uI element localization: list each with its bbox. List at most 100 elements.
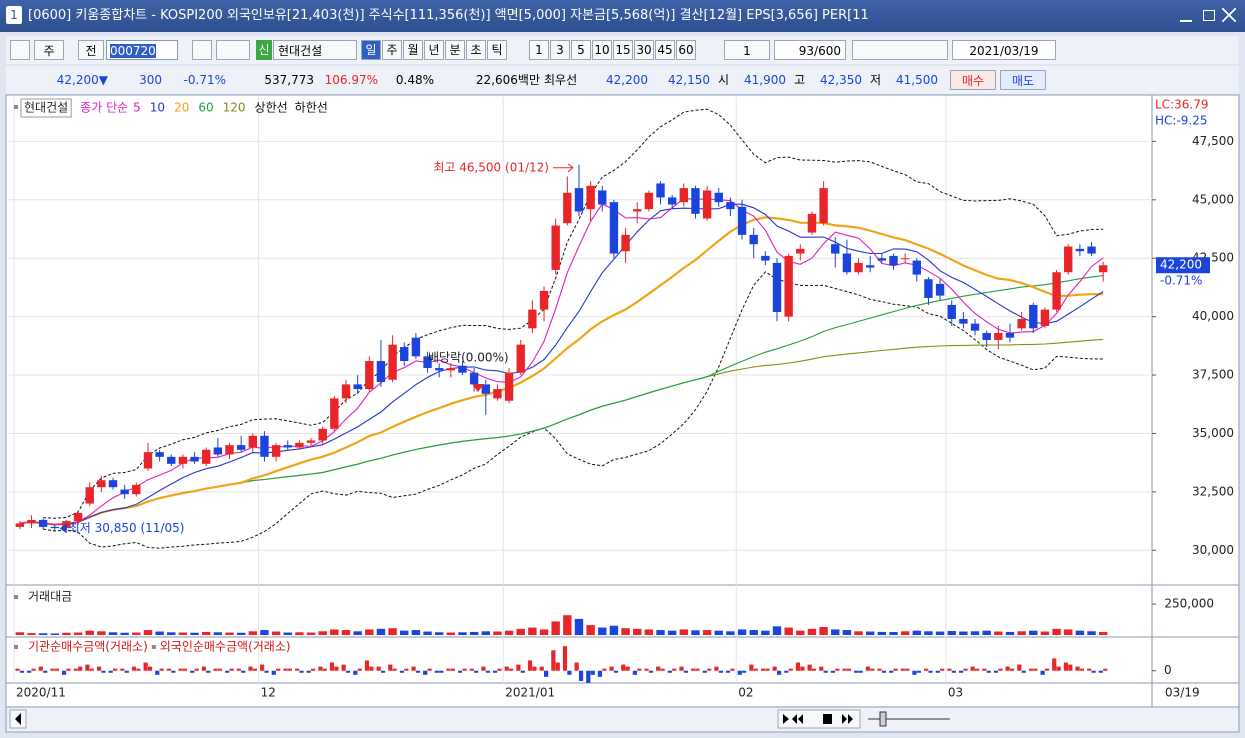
restore[interactable]: [1203, 10, 1215, 21]
net-bar: [555, 662, 560, 671]
menu-icon[interactable]: [10, 40, 30, 60]
net-bar: [78, 666, 83, 671]
volume-bar: [1075, 630, 1085, 635]
y-tick-label: 47,500: [1192, 134, 1234, 148]
tool-icons[interactable]: [852, 40, 948, 60]
period-button[interactable]: 월: [403, 40, 423, 60]
net-bar: [819, 666, 824, 671]
prev-button[interactable]: 전: [78, 40, 104, 60]
net-bar: [493, 670, 498, 673]
count-select[interactable]: 1: [724, 40, 770, 60]
search[interactable]: [192, 40, 212, 60]
interval-button[interactable]: 60: [676, 40, 696, 60]
period-button[interactable]: 틱: [487, 40, 507, 60]
net-bar: [644, 668, 649, 671]
volume-bar: [935, 631, 945, 635]
candle-body: [574, 188, 584, 212]
interval-button[interactable]: 1: [529, 40, 549, 60]
date-input[interactable]: 2021/03/19: [952, 40, 1056, 60]
net-bar: [96, 666, 102, 671]
candle-body: [248, 435, 257, 448]
candle-body: [213, 447, 223, 455]
sell-button[interactable]: 매도: [1000, 70, 1046, 90]
play-controls[interactable]: [777, 709, 861, 729]
range[interactable]: 93/600: [774, 40, 846, 60]
net-bar: [276, 668, 281, 671]
title-bar: 1 [0600] 키움종합차트 - KOSPI200 외국인보유[21,403(…: [0, 0, 1245, 32]
net-bar: [31, 668, 36, 671]
candle-body: [656, 183, 665, 198]
net-bar: [380, 670, 386, 673]
net-bar: [166, 668, 172, 671]
net-bar: [590, 670, 595, 675]
net-bar: [648, 670, 654, 673]
net-bar: [136, 668, 141, 671]
net-bar: [613, 670, 619, 673]
net-legend: 기관순매수금액(거래소): [28, 640, 148, 654]
volume-bar: [213, 632, 223, 635]
high-arrow: [552, 163, 574, 173]
interval-button[interactable]: 45: [655, 40, 675, 60]
interval-button[interactable]: 30: [634, 40, 654, 60]
period-button[interactable]: 년: [424, 40, 444, 60]
net-bar: [951, 670, 956, 673]
code-input[interactable]: 000720: [110, 44, 156, 58]
net-bar: [586, 670, 591, 683]
interval-button[interactable]: 5: [571, 40, 591, 60]
period-button[interactable]: 초: [466, 40, 486, 60]
period-button[interactable]: 주: [382, 40, 402, 60]
net-bar: [485, 670, 490, 673]
net-bar: [213, 668, 218, 671]
net-bar: [497, 668, 502, 671]
net-bar: [357, 668, 362, 671]
volume-bar: [73, 632, 83, 635]
candle-body: [167, 456, 176, 464]
net-bar: [376, 666, 381, 671]
volume-bar: [97, 631, 106, 635]
legend-ma-label: 종가 단순: [80, 101, 128, 115]
y-tick-label: 40,000: [1192, 309, 1234, 323]
close[interactable]: [1222, 8, 1236, 22]
net-bar: [905, 668, 910, 671]
net-bar: [241, 670, 246, 673]
volume-bar: [982, 630, 991, 635]
candle-body: [702, 190, 712, 219]
candle-body: [714, 192, 723, 203]
candle-body: [15, 523, 25, 527]
net-bar: [264, 670, 269, 673]
candle-body: [271, 445, 281, 457]
net-bar: [935, 670, 940, 673]
net-bar: [707, 668, 712, 671]
scroll-bar[interactable]: [5, 706, 1240, 733]
net-bar: [85, 664, 90, 671]
volume-bar: [819, 626, 828, 635]
period-button[interactable]: 일: [361, 40, 381, 60]
period-button[interactable]: 분: [445, 40, 465, 60]
candle-body: [1005, 332, 1015, 338]
y-tick-label: 30,000: [1192, 543, 1234, 557]
volume-bar: [260, 630, 269, 635]
volume-bar: [388, 628, 397, 635]
volume-bar: [120, 632, 129, 635]
interval-button[interactable]: 10: [592, 40, 612, 60]
buy-button[interactable]: 매수: [950, 70, 996, 90]
net-bar: [252, 668, 257, 671]
net-bar: [446, 668, 451, 671]
net-bar: [516, 664, 521, 671]
interval-button[interactable]: 15: [613, 40, 633, 60]
net-bar: [66, 668, 71, 671]
hc-label: HC:-9.25: [1155, 114, 1208, 128]
volume-bar: [155, 631, 164, 635]
volume-bar: [772, 626, 782, 635]
net-bar: [225, 670, 230, 673]
sound[interactable]: [216, 40, 250, 60]
volume-bar: [831, 629, 840, 635]
net-bar: [737, 670, 742, 675]
interval-button[interactable]: 3: [550, 40, 570, 60]
volume-bar: [190, 632, 199, 635]
net-bar: [625, 666, 630, 671]
market-select[interactable]: 주: [34, 40, 64, 60]
candle-body: [306, 440, 316, 443]
zoom-thumb[interactable]: [879, 711, 887, 727]
minimize[interactable]: [1180, 20, 1192, 22]
